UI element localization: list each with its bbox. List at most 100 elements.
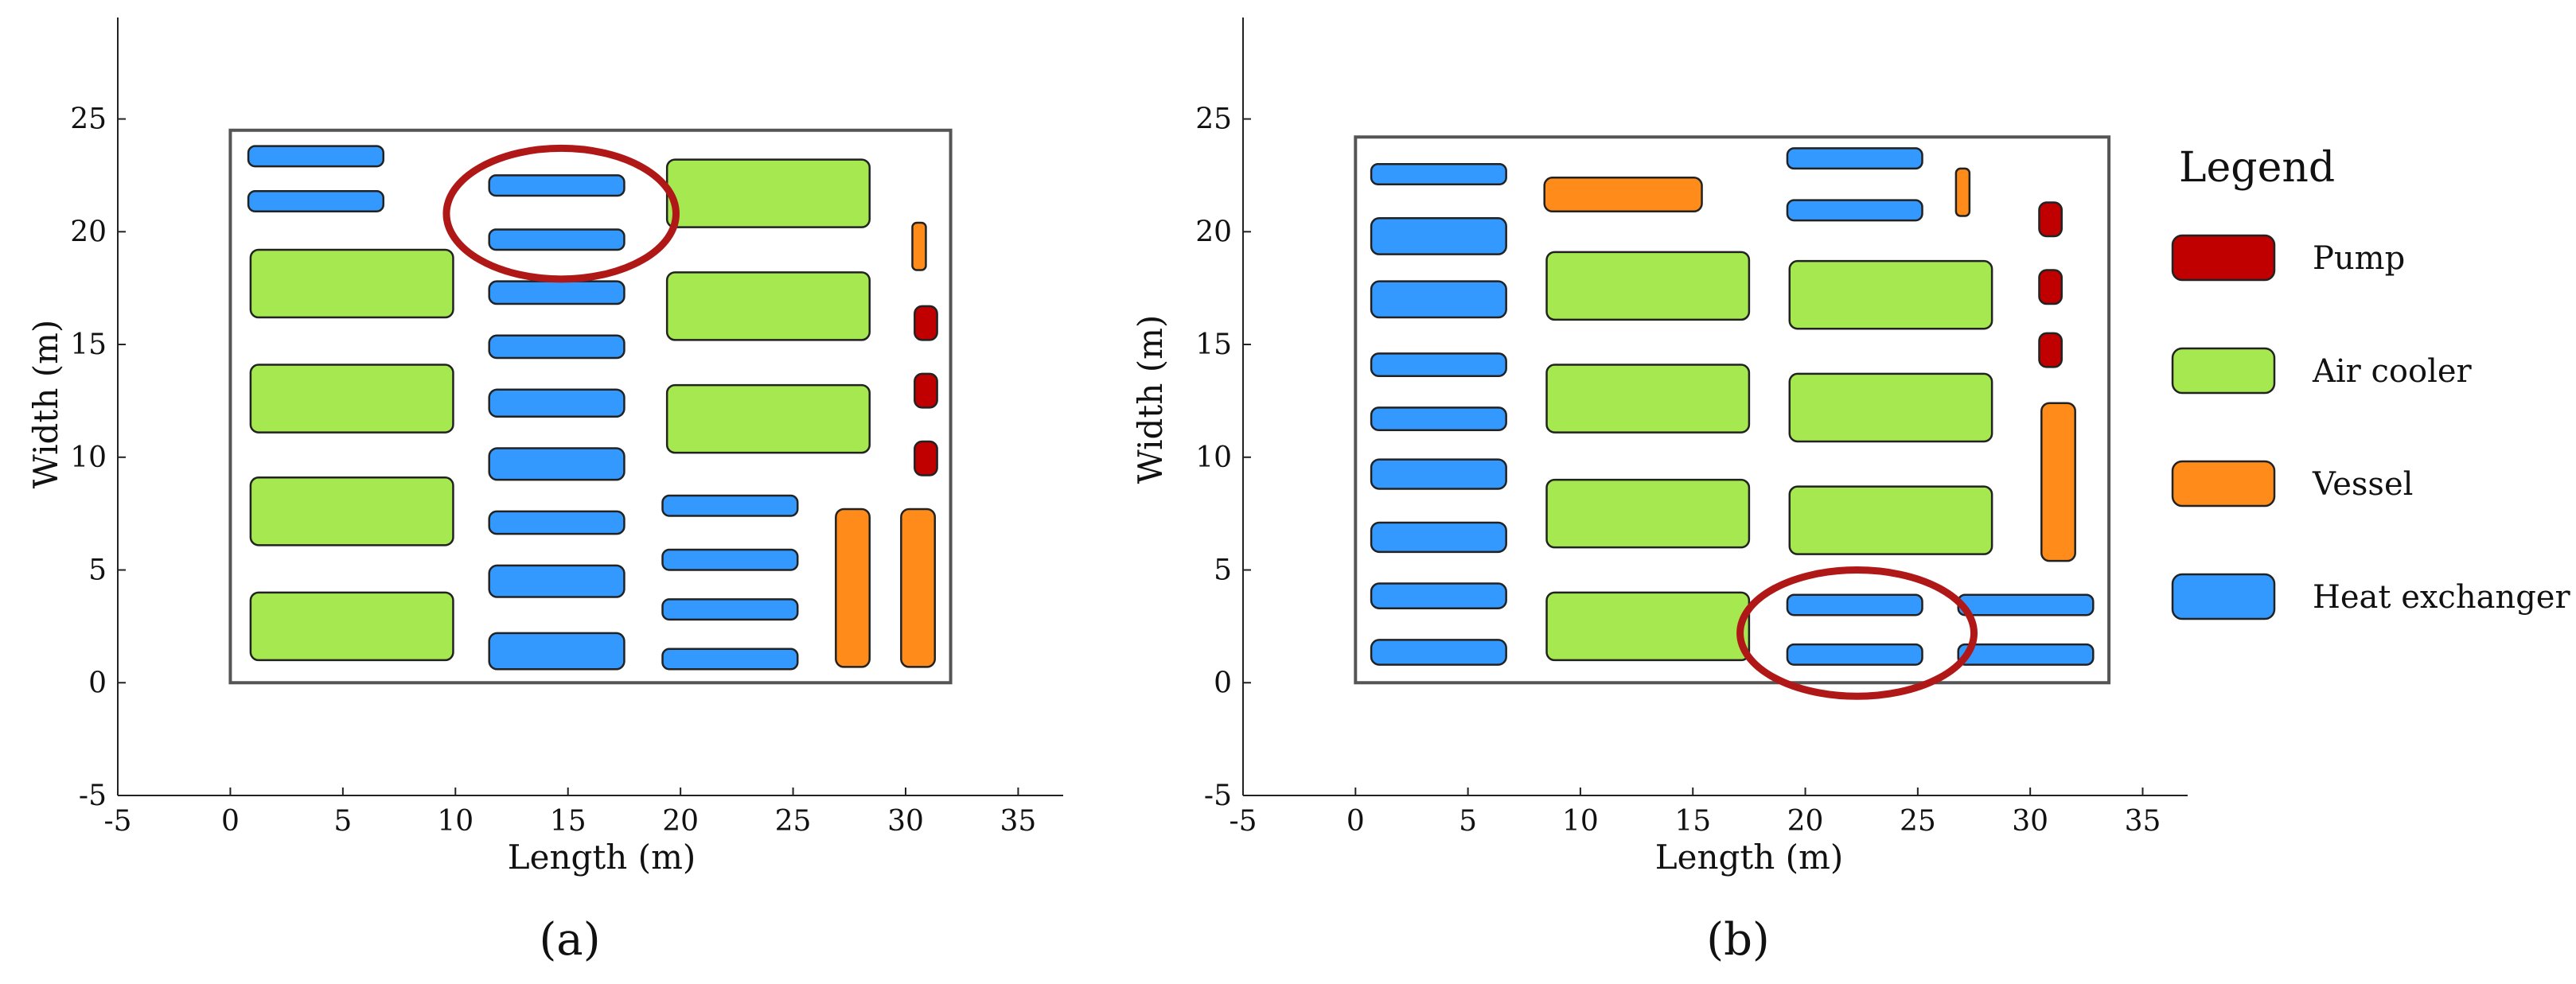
heat-exchanger-unit [488, 334, 625, 360]
legend-label-air-cooler: Air cooler [2312, 353, 2473, 390]
heat-exchanger-unit [1786, 147, 1923, 170]
vessel-unit [911, 221, 927, 271]
vessel-unit [1543, 177, 1703, 213]
heat-exchanger-unit [1786, 199, 1923, 222]
pump-unit [914, 305, 938, 341]
ticks-a: -5 0 5 10 15 20 25 30 35 -5 0 5 10 15 20 25 [70, 103, 1036, 838]
y-tick-label: 0 [88, 667, 107, 699]
equipment-group-a [247, 145, 938, 671]
y-tick-label: 10 [70, 441, 107, 474]
site-boundary [1354, 135, 2111, 685]
pump-unit [914, 440, 938, 476]
equipment-group-b [1370, 147, 2095, 666]
heat-exchanger-unit [247, 145, 385, 168]
air-cooler-unit [1545, 591, 1751, 662]
y-tick-label: 25 [1195, 103, 1232, 136]
heat-exchanger-unit [1370, 406, 1507, 432]
x-tick-label: -5 [103, 805, 131, 838]
legend-items: Pump Air cooler Vessel Heat exchanger [2171, 234, 2570, 620]
air-cooler-unit [249, 248, 454, 319]
heat-exchanger-unit [1786, 593, 1923, 616]
air-cooler-unit [665, 271, 871, 341]
x-tick-label: 0 [221, 805, 240, 838]
heat-exchanger-unit [661, 598, 799, 621]
pump-unit [2038, 332, 2063, 368]
air-cooler-unit [1788, 259, 1993, 330]
heat-exchanger-unit [661, 548, 799, 571]
air-cooler-unit [1788, 372, 1993, 443]
pump-unit [2038, 201, 2063, 238]
heat-exchanger-unit [488, 228, 625, 251]
heat-exchanger-unit [1370, 639, 1507, 666]
y-axis-label: Width (m) [26, 320, 65, 489]
heat-exchanger-unit [1957, 593, 2095, 616]
heat-exchanger-unit [488, 388, 625, 418]
air-cooler-unit [1545, 251, 1751, 321]
air-cooler-unit [249, 364, 454, 434]
air-cooler-unit [249, 476, 454, 546]
heat-exchanger-unit [1370, 217, 1507, 255]
heat-exchanger-unit [1370, 582, 1507, 609]
x-tick-label: 10 [437, 805, 474, 838]
y-tick-label: 0 [1214, 667, 1232, 699]
heat-exchanger-unit [1370, 352, 1507, 377]
ticks-b: -5 0 5 10 15 20 25 30 35 -5 0 5 10 15 20 25 [1195, 103, 2161, 838]
heat-exchanger-unit [1370, 280, 1507, 319]
highlight-ellipse [1736, 566, 1978, 700]
panel-caption: (a) [539, 914, 600, 966]
x-axis-label: Length (m) [508, 838, 696, 877]
legend-label-vessel: Vessel [2312, 466, 2413, 503]
legend-swatch-vessel [2171, 460, 2276, 508]
x-tick-label: 15 [550, 805, 587, 838]
x-tick-label: 5 [1459, 805, 1477, 838]
y-tick-label: 5 [1214, 554, 1232, 587]
legend-label-pump: Pump [2313, 240, 2405, 277]
site-boundary [228, 128, 953, 685]
y-tick-label: -5 [1204, 780, 1232, 812]
heat-exchanger-unit [488, 447, 625, 481]
y-axis-label: Width (m) [1131, 315, 1170, 484]
x-tick-label: 25 [1900, 805, 1936, 838]
x-tick-label: 15 [1674, 805, 1711, 838]
heat-exchanger-unit [1370, 458, 1507, 490]
legend-label-heat-exchanger: Heat exchanger [2313, 579, 2570, 616]
heat-exchanger-unit [661, 494, 799, 517]
x-tick-label: 35 [1000, 805, 1037, 838]
air-cooler-unit [665, 158, 871, 228]
air-cooler-unit [1545, 364, 1751, 434]
air-cooler-unit [1788, 485, 1993, 555]
heat-exchanger-unit [488, 280, 625, 305]
x-tick-label: 20 [1787, 805, 1824, 838]
vessel-unit [900, 508, 937, 668]
legend-title: Legend [2179, 144, 2335, 192]
highlight-ellipse [442, 144, 680, 283]
air-cooler-unit [665, 383, 871, 454]
legend: Legend Pump Air cooler Vessel Heat exchange… [2171, 144, 2570, 620]
x-tick-label: 30 [2012, 805, 2048, 838]
legend-swatch-air-cooler [2171, 347, 2276, 395]
vessel-unit [2040, 402, 2076, 562]
y-tick-label: -5 [79, 780, 107, 812]
x-tick-label: 0 [1346, 805, 1365, 838]
x-axis-label: Length (m) [1655, 838, 1844, 877]
heat-exchanger-unit [488, 564, 625, 598]
x-tick-label: 35 [2125, 805, 2161, 838]
pump-unit [2038, 269, 2063, 305]
x-tick-label: -5 [1229, 805, 1257, 838]
x-tick-label: 10 [1562, 805, 1599, 838]
x-tick-label: 5 [333, 805, 352, 838]
air-cooler-unit [1545, 478, 1751, 549]
y-tick-label: 20 [70, 216, 107, 248]
pump-unit [914, 372, 938, 409]
y-tick-label: 10 [1195, 441, 1232, 474]
air-cooler-unit [249, 591, 454, 662]
heat-exchanger-unit [488, 632, 625, 671]
y-tick-label: 5 [88, 554, 107, 587]
legend-swatch-heat-exchanger [2171, 573, 2276, 620]
heat-exchanger-unit [1957, 643, 2095, 666]
vessel-unit [1954, 167, 1971, 217]
vessel-unit [835, 508, 871, 668]
